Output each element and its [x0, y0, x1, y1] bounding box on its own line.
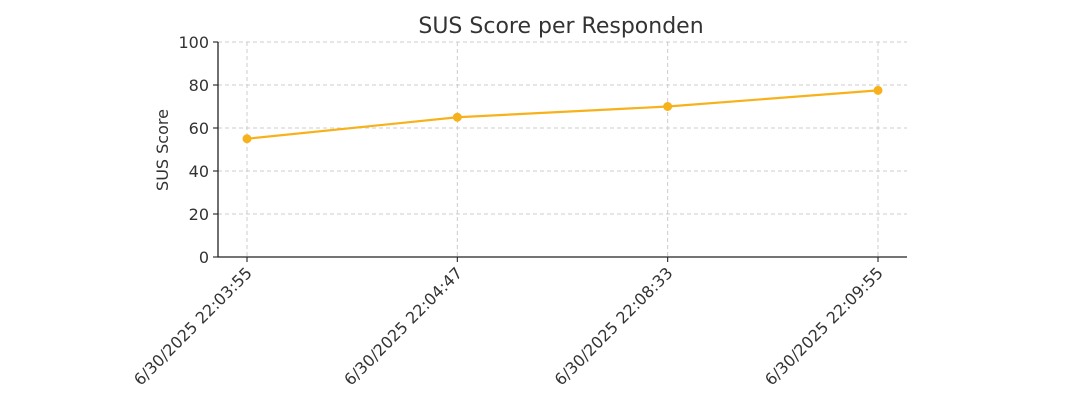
y-tick-label: 0 — [199, 248, 209, 267]
y-tick-label: 20 — [189, 205, 209, 224]
data-point — [452, 112, 462, 122]
y-tick-label: 80 — [189, 76, 209, 95]
data-point — [242, 134, 252, 144]
chart-title: SUS Score per Responden — [418, 14, 703, 39]
data-point — [873, 85, 883, 95]
axes — [217, 42, 907, 258]
series-line — [245, 89, 880, 140]
grid — [218, 41, 907, 257]
x-tick-label: 6/30/2025 22:08:33 — [551, 263, 677, 389]
x-tick-label: 6/30/2025 22:04:47 — [340, 263, 466, 389]
y-axis-label: SUS Score — [153, 109, 172, 191]
y-tick-label: 60 — [189, 119, 209, 138]
series — [242, 85, 883, 144]
data-point — [663, 102, 673, 111]
y-tick-label: 100 — [178, 33, 209, 52]
x-tick-label: 6/30/2025 22:09:55 — [761, 263, 887, 389]
ticks: 0 20 40 60 80 100 6/30/2025 22:03:55 6/30/2025 … — [130, 33, 887, 389]
x-tick-label: 6/30/2025 22:03:55 — [130, 263, 256, 389]
y-tick-label: 40 — [189, 162, 209, 181]
